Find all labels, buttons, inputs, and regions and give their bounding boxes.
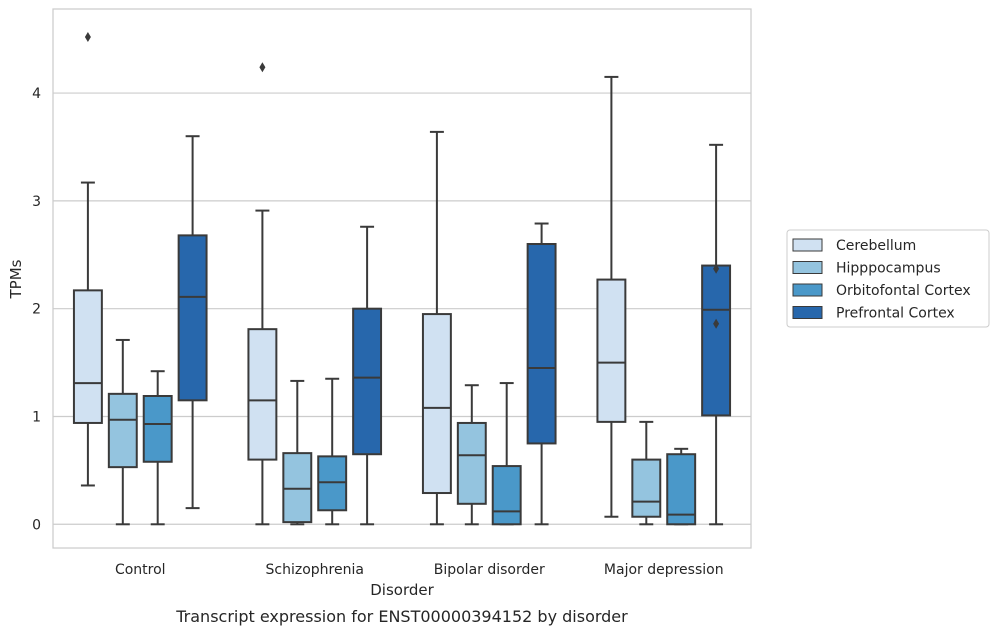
y-tick-label: 2 [32, 302, 41, 318]
box-0-3 [177, 135, 208, 510]
box-iqr [352, 307, 383, 456]
legend-swatch [792, 306, 823, 319]
y-axis-title: TPMs [7, 259, 25, 299]
y-tick-label: 1 [32, 409, 41, 425]
x-tick-label: Schizophrenia [266, 562, 364, 578]
legend-swatch [792, 283, 823, 297]
y-tick-label: 3 [32, 194, 41, 210]
box-2-2 [491, 382, 522, 526]
y-tick-label: 4 [32, 86, 41, 102]
x-tick-labels: Control Schizophrenia Bipolar disorder Majo… [115, 562, 724, 578]
legend-item: Prefrontal Cortex [792, 306, 955, 322]
box-0-0 [72, 32, 103, 487]
box-3-0 [596, 75, 627, 518]
x-axis-title: Disorder [370, 581, 434, 599]
legend-frame [786, 229, 990, 328]
legend-label: Orbitofontal Cortex [836, 283, 971, 299]
box-iqr [421, 313, 452, 495]
box-0-2 [142, 370, 173, 526]
legend-swatch [792, 238, 823, 252]
box-1-3 [352, 225, 383, 526]
outlier-point [259, 62, 266, 73]
box-1-2 [317, 377, 348, 526]
legend-item: Orbitofontal Cortex [792, 283, 971, 299]
boxes [72, 32, 732, 526]
outlier-point [713, 318, 720, 329]
outlier-point [713, 263, 720, 274]
box-2-0 [421, 130, 452, 526]
box-iqr [247, 328, 278, 461]
box-1-0 [247, 62, 278, 526]
legend-label: Prefrontal Cortex [836, 306, 955, 322]
legend-item: Hipppocampus [792, 261, 941, 277]
box-iqr [631, 458, 662, 518]
figure-caption: Transcript expression for ENST0000039415… [175, 607, 628, 626]
x-tick-label: Control [115, 562, 166, 578]
box-2-3 [526, 222, 557, 526]
x-tick-label: Bipolar disorder [434, 562, 545, 578]
box-iqr [491, 465, 522, 526]
outlier-point [84, 32, 91, 43]
x-tick-label: Major depression [604, 562, 724, 578]
box-iqr [142, 395, 173, 463]
legend-items: Cerebellum Hipppocampus Orbitofontal Corte… [792, 238, 971, 322]
box-1-1 [282, 379, 313, 526]
legend: Cerebellum Hipppocampus Orbitofontal Corte… [786, 229, 990, 328]
plot-frame [52, 8, 752, 549]
box-iqr [282, 452, 313, 524]
box-iqr [72, 289, 103, 424]
y-tick-label: 0 [32, 517, 41, 533]
legend-label: Cerebellum [836, 238, 916, 254]
box-2-1 [456, 384, 487, 526]
box-0-1 [107, 338, 138, 526]
box-iqr [107, 392, 138, 469]
box-iqr [456, 421, 487, 505]
box-iqr [526, 243, 557, 445]
box-iqr [177, 234, 208, 402]
box-3-3 [701, 143, 732, 526]
box-3-1 [631, 420, 662, 526]
box-iqr [701, 264, 732, 417]
box-iqr [317, 455, 348, 512]
legend-label: Hipppocampus [836, 261, 941, 277]
legend-swatch [792, 261, 823, 274]
legend-item: Cerebellum [792, 238, 916, 254]
box-iqr [666, 453, 697, 526]
box-3-2 [666, 447, 697, 526]
y-tick-labels: 0 1 2 3 4 [32, 86, 41, 533]
box-iqr [596, 278, 627, 423]
